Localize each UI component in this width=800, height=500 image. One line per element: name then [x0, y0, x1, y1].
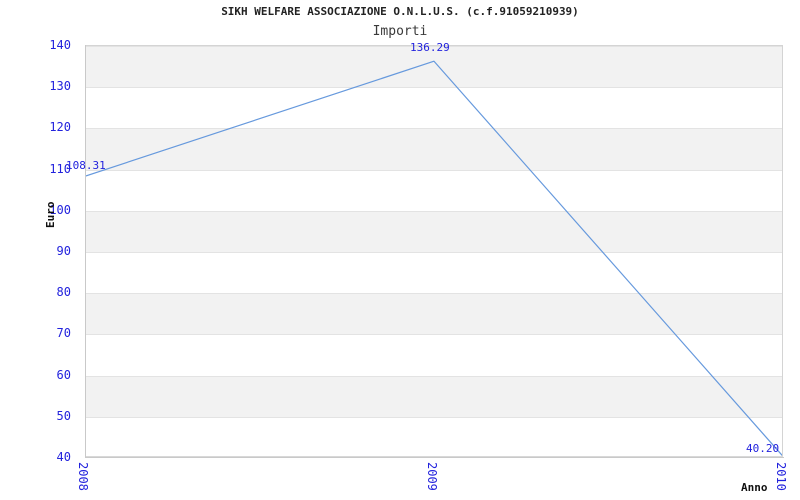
y-tick-label: 70 [56, 326, 71, 341]
background-band [86, 375, 782, 417]
plot-area [85, 45, 783, 457]
y-tick-label: 50 [56, 408, 71, 423]
background-band [86, 210, 782, 252]
gridline [86, 293, 782, 294]
y-tick-label: 60 [56, 367, 71, 382]
gridline [86, 211, 782, 212]
y-axis-line [85, 45, 86, 458]
background-band [86, 128, 782, 170]
y-tick-label: 140 [49, 38, 71, 52]
y-tick-label: 130 [49, 79, 71, 94]
x-tick-label: 2008 [76, 462, 90, 491]
y-tick-label: 40 [56, 450, 71, 464]
y-tick-label: 90 [56, 244, 71, 258]
gridline [86, 170, 782, 171]
gridline [86, 46, 782, 47]
y-tick-label: 80 [56, 285, 71, 300]
gridline [86, 252, 782, 253]
chart-subtitle: Importi [372, 24, 428, 39]
gridline [86, 417, 782, 418]
x-axis-title: Anno [741, 481, 768, 494]
background-band [86, 293, 782, 335]
x-axis-ticks: 2008 2009 2010 [0, 459, 800, 500]
gridline [86, 334, 782, 335]
chart-title: SIKH WELFARE ASSOCIAZIONE O.N.L.U.S. (c.… [221, 5, 579, 18]
gridline [86, 128, 782, 129]
x-tick-label: 2009 [425, 462, 439, 491]
y-tick-label: 120 [49, 120, 71, 135]
gridline [86, 376, 782, 377]
background-band [86, 46, 782, 88]
gridline [86, 87, 782, 88]
x-axis-line [85, 457, 784, 458]
y-tick-label: 110 [49, 161, 71, 176]
x-tick-label: 2010 [774, 462, 788, 491]
y-axis-ticks: 140 130 120 110 100 90 80 70 60 50 40 [0, 38, 79, 464]
y-tick-label: 100 [49, 202, 71, 217]
y-axis-title: Euro [44, 201, 57, 229]
series-line-importi [86, 60, 782, 456]
